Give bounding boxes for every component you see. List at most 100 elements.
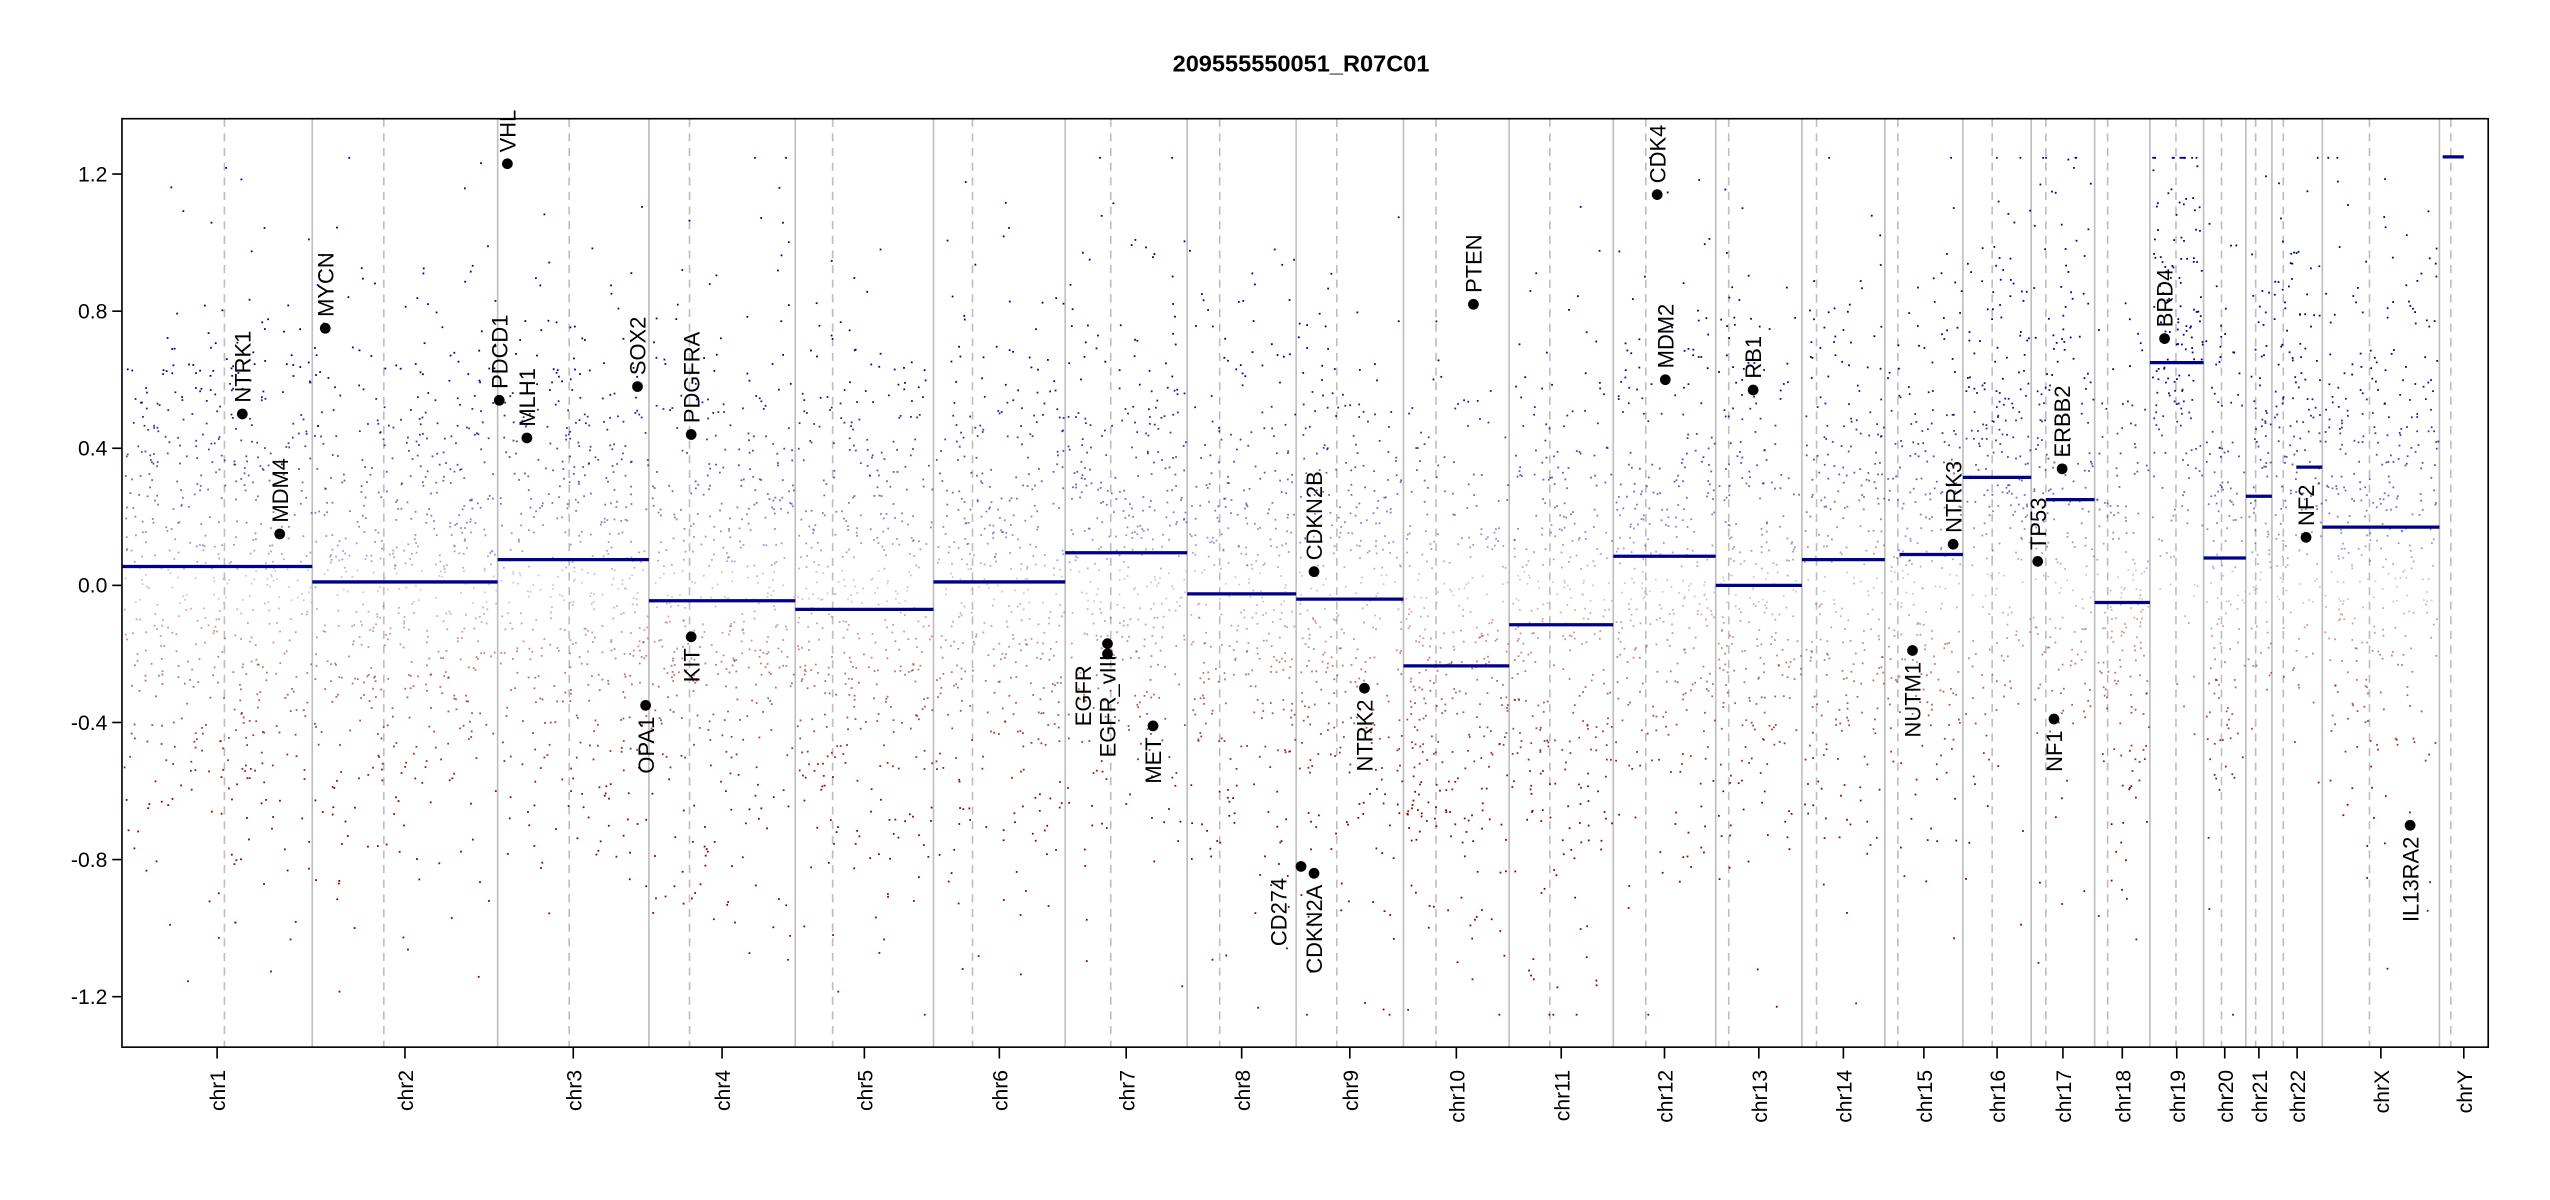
data-point	[607, 824, 610, 827]
data-point	[765, 544, 768, 547]
data-point	[189, 541, 191, 544]
data-point	[1383, 496, 1386, 499]
data-point	[1711, 695, 1714, 698]
data-point	[783, 557, 786, 560]
data-point	[1172, 413, 1175, 416]
data-point	[256, 663, 259, 666]
data-point	[1070, 642, 1073, 645]
data-point	[1288, 299, 1291, 301]
data-point	[697, 483, 700, 486]
data-point	[758, 736, 761, 739]
data-point	[153, 453, 155, 455]
data-point	[225, 166, 228, 169]
data-point	[516, 582, 519, 585]
data-point	[331, 548, 334, 551]
data-point	[201, 433, 204, 436]
data-point	[1526, 818, 1529, 821]
data-point	[791, 459, 794, 462]
data-point	[456, 463, 459, 466]
data-point	[1410, 713, 1413, 715]
data-point	[569, 437, 571, 440]
data-point	[1465, 583, 1468, 586]
data-point	[820, 598, 822, 601]
data-point	[631, 574, 633, 577]
data-point	[1553, 664, 1555, 667]
data-point	[1270, 343, 1273, 346]
data-point	[1218, 430, 1221, 433]
data-point	[766, 663, 769, 665]
data-point	[309, 551, 312, 554]
data-point	[1271, 501, 1274, 504]
data-point	[263, 781, 266, 784]
data-point	[980, 534, 983, 536]
data-point	[675, 694, 678, 697]
data-point	[1506, 581, 1509, 584]
data-point	[1062, 553, 1065, 556]
data-point	[1039, 793, 1041, 796]
data-point	[208, 770, 210, 773]
data-point	[1041, 301, 1044, 304]
data-point	[1604, 609, 1606, 611]
data-point	[1086, 451, 1088, 454]
data-point	[1460, 629, 1463, 632]
data-point	[1304, 482, 1307, 484]
data-point	[235, 498, 237, 501]
data-point	[1366, 551, 1369, 554]
data-point	[1276, 884, 1278, 887]
data-point	[380, 688, 383, 691]
data-point	[950, 645, 952, 647]
data-point	[1224, 678, 1226, 681]
data-point	[1681, 763, 1683, 765]
data-point	[750, 639, 753, 642]
data-point	[1284, 749, 1286, 752]
data-point	[1655, 729, 1658, 732]
data-point	[755, 501, 758, 504]
data-point	[1401, 601, 1403, 604]
data-point	[1705, 317, 1708, 320]
data-point	[1299, 541, 1302, 544]
data-point	[636, 409, 638, 412]
data-point	[539, 506, 541, 509]
data-point	[575, 509, 578, 512]
data-point	[731, 580, 734, 583]
data-point	[603, 794, 606, 797]
data-point	[154, 780, 157, 783]
data-point	[787, 805, 790, 808]
data-point	[156, 628, 158, 630]
data-point	[1534, 661, 1537, 663]
data-point	[682, 558, 685, 561]
data-point	[356, 678, 359, 680]
data-point	[275, 578, 278, 580]
data-point	[1161, 739, 1164, 742]
data-point	[393, 745, 395, 748]
data-point	[950, 671, 953, 674]
data-point	[379, 431, 382, 434]
data-point	[1002, 829, 1005, 832]
data-point	[1168, 538, 1170, 541]
data-point	[268, 609, 271, 612]
data-point	[1686, 548, 1689, 550]
data-point	[1160, 416, 1163, 419]
data-point	[793, 596, 795, 599]
data-point	[239, 699, 242, 702]
data-point	[1313, 494, 1316, 496]
data-point	[622, 452, 624, 455]
data-point	[323, 573, 326, 575]
data-point	[1349, 404, 1352, 407]
data-point	[1005, 620, 1008, 623]
data-point	[557, 375, 560, 378]
data-point	[1429, 543, 1432, 546]
data-point	[1532, 958, 1535, 960]
data-point	[1436, 591, 1439, 594]
data-point	[822, 572, 825, 574]
data-point	[418, 433, 421, 436]
data-point	[858, 418, 861, 421]
data-point	[1169, 431, 1172, 434]
data-point	[1150, 473, 1153, 475]
data-point	[665, 549, 668, 551]
data-point	[782, 221, 784, 224]
data-point	[1499, 871, 1502, 874]
data-point	[1282, 668, 1285, 671]
data-point	[1535, 514, 1538, 517]
data-point	[812, 593, 814, 596]
